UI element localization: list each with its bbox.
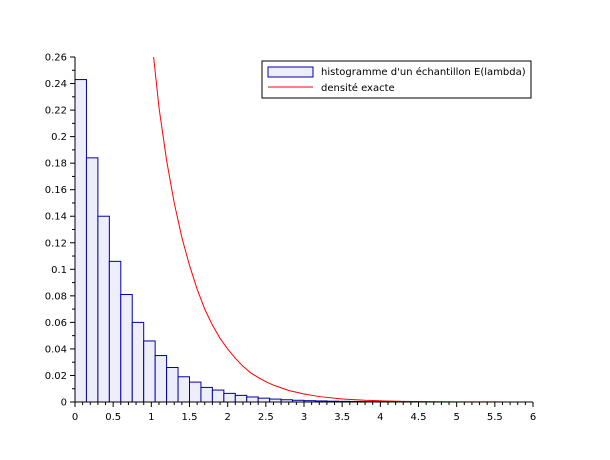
x-tick-label: 1: [148, 412, 154, 423]
x-tick-label: 4.5: [411, 412, 427, 423]
legend-label-density: densité exacte: [321, 82, 395, 94]
density-curve-group: [153, 56, 534, 403]
y-tick-label: 0.24: [45, 79, 67, 90]
histogram-bar: [108, 260, 122, 403]
histogram-bar: [189, 381, 202, 403]
histogram-bars: [74, 79, 397, 403]
x-tick-label: 3: [301, 412, 307, 423]
y-tick-label: 0.18: [45, 159, 67, 170]
legend-swatch-histogram: [267, 66, 314, 78]
y-tick-label: 0: [61, 398, 67, 409]
axes: 0 0.5 1 1.5 2 2.5 3 3.5 4 4.5 5 5.5 6 0 0.02 0.04 0.06 0.…: [45, 53, 536, 424]
histogram-bar: [234, 394, 248, 403]
y-tick-label: 0.16: [45, 185, 67, 196]
x-tick-label: 3.5: [334, 412, 350, 423]
x-tick-label: 0: [72, 412, 78, 423]
histogram-bar: [223, 392, 236, 403]
y-tick-label: 0.14: [45, 212, 67, 223]
y-tick-label: 0.06: [45, 318, 67, 329]
density-curve: [153, 56, 534, 403]
legend: histogramme d'un échantillon E(lambda) d…: [261, 60, 532, 99]
histogram-bar: [177, 376, 191, 403]
y-tick-label: 0.08: [45, 291, 67, 302]
histogram-bar: [97, 215, 110, 403]
histogram-bar: [200, 386, 213, 403]
histogram-bar: [74, 79, 87, 403]
y-tick-label: 0.2: [51, 132, 67, 143]
legend-label-histogram: histogramme d'un échantillon E(lambda): [321, 66, 526, 78]
histogram-bar: [143, 340, 156, 403]
x-tick-label: 5.5: [487, 412, 503, 423]
x-tick-label: 6: [530, 412, 536, 423]
y-tick-label: 0.04: [45, 344, 67, 355]
histogram-bar: [85, 157, 99, 403]
histogram-bar: [211, 389, 225, 403]
x-tick-label: 0.5: [105, 412, 121, 423]
x-tick-label: 4: [377, 412, 383, 423]
histogram-bar: [257, 397, 271, 403]
x-tick-label: 2: [224, 412, 230, 423]
y-tick-label: 0.22: [45, 106, 67, 117]
histogram-bar: [246, 396, 259, 403]
y-tick-label: 0.1: [51, 265, 67, 276]
histogram-bar: [131, 321, 145, 403]
histogram-bar: [154, 355, 168, 403]
x-tick-label: 1.5: [182, 412, 198, 423]
histogram-bar: [166, 367, 179, 403]
histogram-bar: [120, 294, 133, 403]
y-tick-label: 0.12: [45, 238, 67, 249]
y-tick-label: 0.02: [45, 371, 67, 382]
x-tick-label: 5: [453, 412, 459, 423]
x-tick-label: 2.5: [258, 412, 274, 423]
y-tick-label: 0.26: [45, 53, 67, 64]
